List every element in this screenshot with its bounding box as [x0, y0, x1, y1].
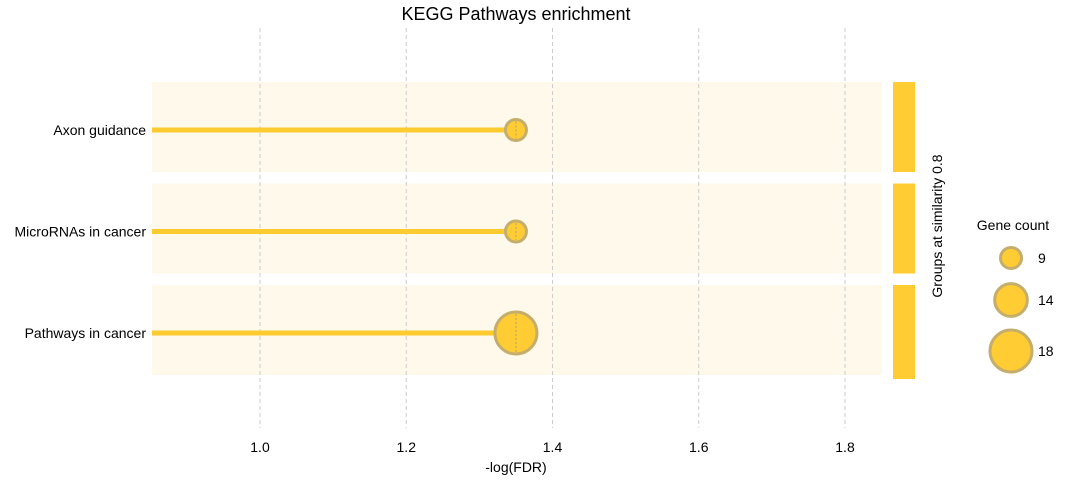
x-tick-label: 1.8: [835, 439, 855, 455]
y-tick-label: Axon guidance: [53, 122, 146, 138]
y-tick-labels: Axon guidance MicroRNAs in cancer Pathways…: [15, 122, 147, 341]
x-tick-label: 1.4: [543, 439, 563, 455]
lollipop-stems: [152, 127, 516, 336]
group-bar: [893, 285, 915, 379]
legend-marker: [988, 328, 1034, 374]
group-bar: [893, 82, 915, 172]
gene-count-legend: 9 14 18: [988, 246, 1054, 374]
group-label: Groups at similarity 0.8: [929, 154, 945, 297]
vertical-grid: [259, 28, 846, 428]
x-axis-label: -log(FDR): [485, 459, 546, 475]
x-tick-label: 1.0: [250, 439, 270, 455]
chart-title: KEGG Pathways enrichment: [401, 4, 630, 24]
group-bar: [893, 183, 915, 274]
legend-label: 9: [1038, 250, 1046, 266]
group-bars: [893, 82, 915, 379]
x-tick-label: 1.2: [397, 439, 417, 455]
y-tick-label: MicroRNAs in cancer: [15, 224, 147, 240]
legend-title: Gene count: [977, 217, 1049, 233]
y-tick-label: Pathways in cancer: [25, 325, 147, 341]
lollipop-markers: [493, 118, 539, 356]
legend-label: 14: [1038, 292, 1054, 308]
x-tick-labels: 1.0 1.2 1.4 1.6 1.8: [250, 439, 855, 455]
legend-label: 18: [1038, 343, 1054, 359]
legend-marker: [993, 282, 1029, 318]
lollipop-marker: [493, 310, 539, 356]
legend-marker: [999, 246, 1023, 270]
x-tick-label: 1.6: [689, 439, 709, 455]
